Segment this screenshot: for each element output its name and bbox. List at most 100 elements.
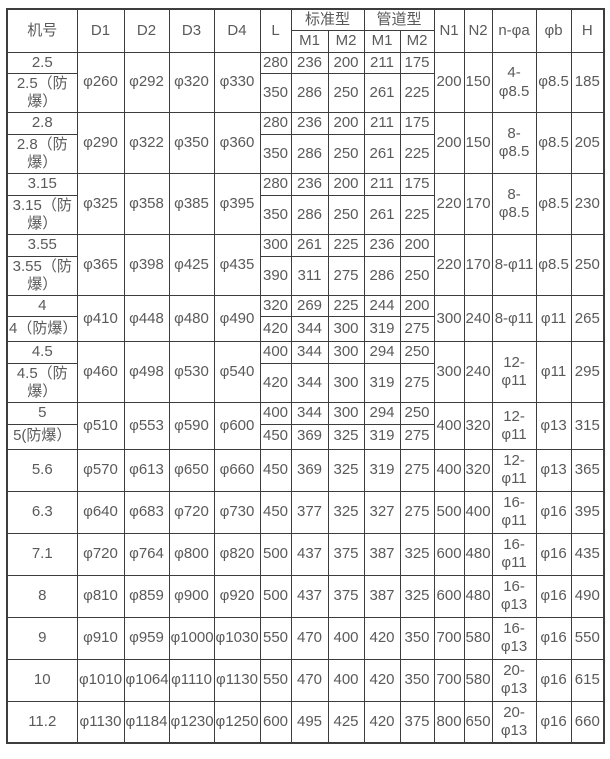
cell-l: 300 bbox=[259, 234, 292, 257]
cell-phib: φ16 bbox=[535, 490, 572, 534]
cell-machine-no: 3.15 bbox=[6, 173, 78, 196]
cell-d1: φ510 bbox=[76, 402, 125, 450]
cell-pipe-m1: 211 bbox=[363, 173, 401, 196]
cell-machine-no: 5.6 bbox=[6, 448, 78, 492]
cell-h: 615 bbox=[570, 658, 605, 702]
cell-phib: φ11 bbox=[535, 341, 572, 404]
cell-d3: φ320 bbox=[168, 51, 215, 114]
cell-pipe-m1: 319 bbox=[363, 448, 401, 492]
table-row: 4（防爆） 420 344 300 319 275 bbox=[6, 316, 604, 343]
cell-n-phia: 16- φ13 bbox=[491, 574, 537, 618]
cell-n2: 150 bbox=[463, 112, 493, 175]
cell-pipe-m1: 420 bbox=[363, 700, 401, 744]
cell-h: 435 bbox=[570, 532, 605, 576]
cell-d1: φ325 bbox=[76, 173, 125, 236]
cell-d4: φ820 bbox=[213, 532, 261, 576]
cell-machine-no: 2.5 bbox=[6, 51, 78, 74]
cell-pipe-m2: 200 bbox=[399, 234, 435, 257]
cell-pipe-m2: 275 bbox=[399, 490, 435, 534]
cell-d2: φ398 bbox=[123, 234, 170, 297]
cell-d1: φ910 bbox=[76, 616, 125, 660]
cell-std-m2: 400 bbox=[327, 616, 365, 660]
cell-machine-no: 9 bbox=[6, 616, 78, 660]
cell-n2: 150 bbox=[463, 51, 493, 114]
cell-std-m1: 437 bbox=[290, 532, 329, 576]
header-pipe-m1: M1 bbox=[363, 30, 401, 53]
cell-n1: 400 bbox=[433, 448, 465, 492]
cell-d1: φ640 bbox=[76, 490, 125, 534]
cell-n1: 500 bbox=[433, 490, 465, 534]
cell-l: 420 bbox=[259, 362, 292, 404]
table-row: 7.1 φ720 φ764 φ800 φ820 500 437 375 387 325 600 480… bbox=[6, 532, 605, 576]
cell-std-m2: 400 bbox=[327, 658, 365, 702]
cell-n-phia: 4- φ8.5 bbox=[491, 51, 537, 114]
cell-pipe-m1: 319 bbox=[363, 316, 401, 343]
cell-n2: 400 bbox=[463, 490, 493, 534]
cell-d1: φ410 bbox=[76, 295, 125, 343]
cell-machine-no: 2.5（防爆） bbox=[6, 72, 78, 114]
header-group-standard: 标准型 bbox=[290, 8, 365, 32]
cell-std-m2: 225 bbox=[327, 234, 365, 257]
cell-pipe-m2: 350 bbox=[399, 616, 435, 660]
cell-l: 280 bbox=[259, 173, 292, 196]
cell-phib: φ11 bbox=[535, 295, 572, 343]
cell-d3: φ1110 bbox=[168, 658, 215, 702]
cell-std-m1: 470 bbox=[290, 658, 329, 702]
cell-l: 400 bbox=[259, 341, 292, 364]
cell-pipe-m1: 420 bbox=[363, 658, 401, 702]
header-d1: D1 bbox=[76, 8, 125, 53]
header-h: H bbox=[570, 8, 605, 53]
cell-machine-no: 4.5 bbox=[6, 341, 78, 364]
cell-std-m2: 325 bbox=[327, 423, 365, 450]
cell-d3: φ350 bbox=[168, 112, 215, 175]
table-row: 8 φ810 φ859 φ900 φ920 500 437 375 387 325 600 480 16… bbox=[6, 574, 605, 618]
cell-l: 450 bbox=[259, 448, 292, 492]
cell-n-phia: 8- φ8.5 bbox=[491, 173, 537, 236]
cell-d4: φ360 bbox=[213, 112, 261, 175]
cell-d4: φ490 bbox=[213, 295, 261, 343]
cell-l: 450 bbox=[259, 490, 292, 534]
cell-n-phia: 20- φ13 bbox=[491, 658, 537, 702]
cell-pipe-m1: 387 bbox=[363, 532, 401, 576]
cell-h: 490 bbox=[570, 574, 605, 618]
table-row: 11.2 φ1130 φ1184 φ1230 φ1250 600 495 425 420 375 8… bbox=[6, 700, 605, 744]
cell-std-m1: 261 bbox=[290, 234, 329, 257]
cell-std-m2: 375 bbox=[327, 532, 365, 576]
cell-std-m1: 344 bbox=[290, 341, 329, 364]
cell-d3: φ650 bbox=[168, 448, 215, 492]
cell-d3: φ425 bbox=[168, 234, 215, 297]
cell-pipe-m2: 250 bbox=[399, 402, 435, 425]
cell-phib: φ13 bbox=[535, 402, 572, 450]
fan-dimension-spec-table: 机号 D1 D2 D3 D4 L 标准型 管道型 N1 N2 n-φa φb H… bbox=[6, 8, 606, 745]
cell-n1: 700 bbox=[433, 658, 465, 702]
cell-d3: φ900 bbox=[168, 574, 215, 618]
cell-std-m2: 425 bbox=[327, 700, 365, 744]
cell-l: 350 bbox=[259, 133, 292, 175]
cell-d2: φ358 bbox=[123, 173, 170, 236]
cell-h: 230 bbox=[570, 173, 605, 236]
cell-machine-no: 3.55 bbox=[6, 234, 78, 257]
cell-std-m2: 300 bbox=[327, 341, 365, 364]
cell-pipe-m1: 319 bbox=[363, 423, 401, 450]
cell-d1: φ1010 bbox=[76, 658, 125, 702]
cell-n1: 300 bbox=[433, 295, 465, 343]
cell-d4: φ435 bbox=[213, 234, 261, 297]
cell-d4: φ1130 bbox=[213, 658, 261, 702]
cell-phib: φ8.5 bbox=[535, 51, 572, 114]
cell-phib: φ8.5 bbox=[535, 234, 572, 297]
cell-std-m1: 236 bbox=[290, 51, 329, 74]
cell-std-m1: 369 bbox=[290, 448, 329, 492]
cell-n-phia: 8-φ11 bbox=[491, 234, 537, 297]
header-std-m1: M1 bbox=[290, 30, 329, 53]
cell-std-m2: 250 bbox=[327, 133, 365, 175]
cell-phib: φ16 bbox=[535, 658, 572, 702]
cell-machine-no: 5 bbox=[6, 402, 78, 425]
cell-pipe-m2: 200 bbox=[399, 295, 435, 318]
cell-d2: φ613 bbox=[123, 448, 170, 492]
table-row: 6.3 φ640 φ683 φ720 φ730 450 377 325 327 275 500 400… bbox=[6, 490, 605, 534]
cell-pipe-m2: 250 bbox=[399, 255, 435, 297]
cell-n-phia: 12- φ11 bbox=[491, 402, 537, 450]
cell-std-m2: 250 bbox=[327, 194, 365, 236]
cell-h: 365 bbox=[570, 448, 605, 492]
cell-d2: φ1184 bbox=[123, 700, 170, 744]
